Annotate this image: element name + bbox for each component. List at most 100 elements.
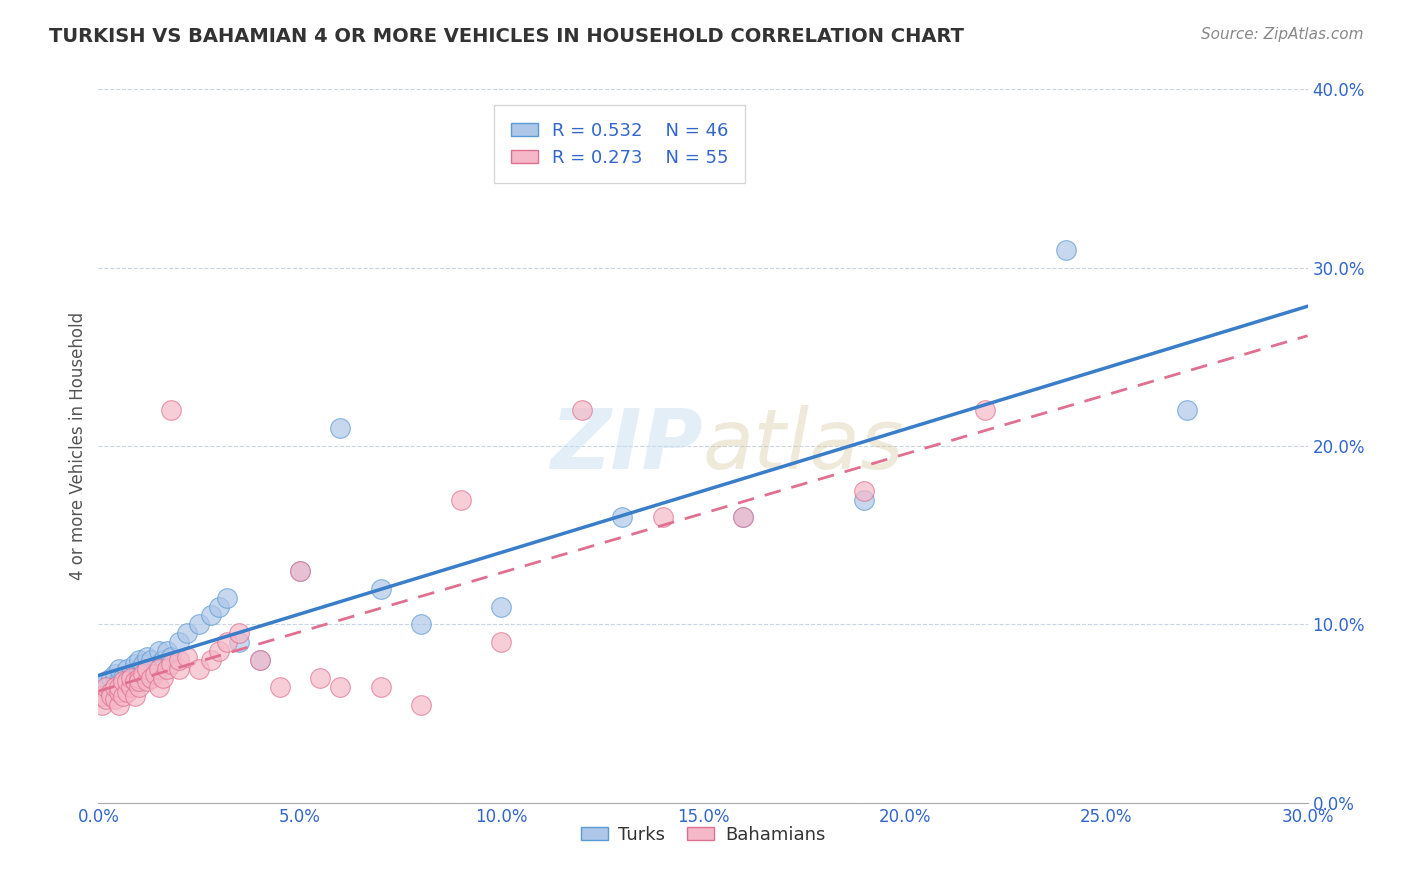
Point: [269, 680, 291, 694]
Point: [120, 671, 142, 685]
Point: [491, 599, 513, 614]
Point: [128, 671, 150, 685]
Point: [160, 649, 183, 664]
Point: [176, 649, 198, 664]
Point: [115, 685, 138, 699]
Point: [91, 689, 114, 703]
Point: [107, 674, 129, 689]
Point: [228, 626, 250, 640]
Point: [208, 599, 231, 614]
Point: [733, 510, 755, 524]
Point: [152, 653, 174, 667]
Point: [200, 653, 222, 667]
Point: [128, 667, 150, 681]
Point: [288, 564, 311, 578]
Point: [733, 510, 755, 524]
Point: [96, 680, 118, 694]
Point: [135, 674, 157, 689]
Point: [160, 403, 183, 417]
Point: [143, 667, 166, 681]
Point: [139, 653, 162, 667]
Point: [249, 653, 271, 667]
Point: [329, 421, 352, 435]
Point: [208, 644, 231, 658]
Point: [148, 644, 170, 658]
Point: [132, 667, 155, 681]
Point: [135, 662, 157, 676]
Point: [571, 403, 593, 417]
Point: [111, 674, 134, 689]
Point: [200, 608, 222, 623]
Point: [651, 510, 673, 524]
Point: [217, 635, 239, 649]
Point: [124, 674, 146, 689]
Point: [143, 662, 166, 676]
Point: [124, 689, 146, 703]
Point: [329, 680, 352, 694]
Point: [128, 662, 150, 676]
Point: [188, 662, 211, 676]
Point: [309, 671, 332, 685]
Point: [612, 510, 634, 524]
Point: [288, 564, 311, 578]
Point: [974, 403, 997, 417]
Point: [91, 680, 114, 694]
Point: [103, 667, 125, 681]
Point: [103, 680, 125, 694]
Point: [853, 483, 876, 498]
Point: [1054, 243, 1077, 257]
Text: atlas: atlas: [703, 406, 904, 486]
Point: [409, 617, 432, 632]
Point: [148, 680, 170, 694]
Point: [100, 685, 122, 699]
Point: [156, 662, 179, 676]
Text: ZIP: ZIP: [550, 406, 703, 486]
Point: [124, 674, 146, 689]
Point: [120, 671, 142, 685]
Point: [853, 492, 876, 507]
Point: [217, 591, 239, 605]
Point: [100, 671, 122, 685]
Point: [132, 671, 155, 685]
Point: [491, 635, 513, 649]
Point: [152, 671, 174, 685]
Point: [107, 680, 129, 694]
Point: [148, 662, 170, 676]
Point: [139, 671, 162, 685]
Point: [107, 662, 129, 676]
Point: [107, 698, 129, 712]
Point: [115, 662, 138, 676]
Point: [156, 644, 179, 658]
Point: [111, 680, 134, 694]
Point: [128, 653, 150, 667]
Point: [128, 680, 150, 694]
Point: [135, 662, 157, 676]
Point: [91, 698, 114, 712]
Text: Source: ZipAtlas.com: Source: ZipAtlas.com: [1201, 27, 1364, 42]
Point: [96, 674, 118, 689]
Legend: Turks, Bahamians: Turks, Bahamians: [574, 819, 832, 851]
Point: [107, 685, 129, 699]
Point: [111, 689, 134, 703]
Point: [124, 657, 146, 671]
Point: [115, 674, 138, 689]
Point: [176, 626, 198, 640]
Y-axis label: 4 or more Vehicles in Household: 4 or more Vehicles in Household: [69, 312, 87, 580]
Point: [111, 671, 134, 685]
Point: [160, 657, 183, 671]
Point: [249, 653, 271, 667]
Point: [370, 582, 392, 596]
Point: [167, 635, 190, 649]
Point: [103, 692, 125, 706]
Point: [1175, 403, 1198, 417]
Point: [132, 657, 155, 671]
Point: [228, 635, 250, 649]
Point: [450, 492, 472, 507]
Point: [409, 698, 432, 712]
Point: [120, 680, 142, 694]
Point: [135, 649, 157, 664]
Point: [100, 689, 122, 703]
Point: [148, 657, 170, 671]
Point: [167, 662, 190, 676]
Point: [167, 653, 190, 667]
